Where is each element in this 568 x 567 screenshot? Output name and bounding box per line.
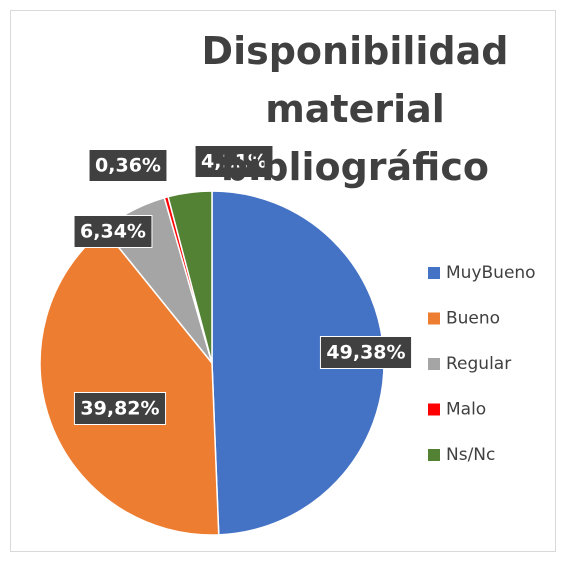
data-label: 6,34% bbox=[80, 221, 146, 243]
data-label: 49,38% bbox=[326, 342, 405, 364]
data-label-box bbox=[73, 215, 153, 248]
data-label-box bbox=[73, 392, 167, 425]
legend-swatch bbox=[428, 267, 440, 279]
chart-frame bbox=[10, 10, 556, 552]
legend-label: Regular bbox=[446, 354, 511, 374]
legend-swatch bbox=[428, 358, 440, 370]
legend-swatch bbox=[428, 312, 440, 325]
data-label: 4,11% bbox=[201, 151, 267, 173]
pie-slice bbox=[39, 228, 220, 536]
data-label-box bbox=[194, 145, 274, 178]
chart-title: Disponibilidad material bibliográfico bbox=[201, 29, 509, 189]
legend-swatch bbox=[428, 403, 440, 416]
data-label-box bbox=[88, 149, 168, 182]
legend-swatch bbox=[428, 449, 440, 461]
data-label: 0,36% bbox=[95, 155, 161, 177]
data-label: 39,82% bbox=[80, 398, 159, 420]
legend-label: MuyBueno bbox=[446, 263, 536, 283]
pie-slice bbox=[167, 190, 213, 364]
legend-label: Ns/Nc bbox=[446, 445, 495, 465]
legend-label: Malo bbox=[446, 400, 486, 420]
legend-label: Bueno bbox=[446, 309, 500, 329]
data-label-box bbox=[319, 336, 413, 369]
